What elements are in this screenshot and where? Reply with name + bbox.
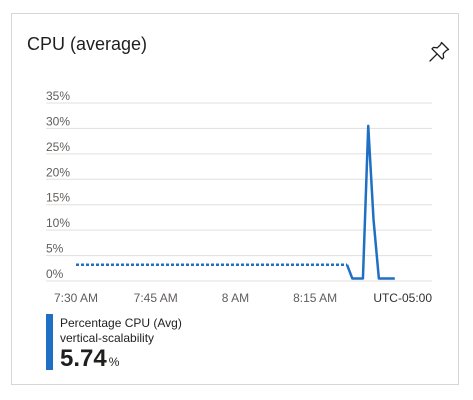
legend-resource-name: vertical-scalability [60,331,155,345]
legend-series-name: Percentage CPU (Avg) [60,316,182,330]
timezone-label: UTC-05:00 [373,291,432,305]
pin-icon[interactable] [427,40,451,64]
legend-value-number: 5.74 [60,345,107,372]
x-tick-labels: 7:30 AM 7:45 AM 8 AM 8:15 AM UTC-05:00 [54,291,432,305]
y-tick-label: 0% [46,267,64,281]
y-tick-label: 20% [46,165,70,179]
chart-title: CPU (average) [27,34,148,54]
y-tick-labels: 0% 5% 10% 15% 20% 25% 30% 35% [46,89,70,281]
chart-series [76,124,395,280]
x-tick-label: 7:45 AM [134,291,178,305]
legend-value-unit: % [108,355,120,369]
legend-color-swatch [46,314,53,370]
y-tick-label: 15% [46,191,70,205]
x-tick-label: 8 AM [222,291,249,305]
y-tick-label: 10% [46,216,70,230]
legend-value: 5.74% [60,345,119,373]
line-chart: 0% 5% 10% 15% 20% 25% 30% 35% 7:30 AM 7:45 AM 8 A… [46,89,432,305]
chart-grid [46,102,432,282]
series-line [345,124,395,280]
y-tick-label: 30% [46,114,70,128]
y-tick-label: 5% [46,242,64,256]
cpu-chart-card[interactable]: CPU (average) 0% 5% 10% 15% 20% 25% 30% 35% 7:3… [11,13,459,385]
x-tick-label: 8:15 AM [293,291,337,305]
y-tick-label: 35% [46,89,70,103]
y-tick-label: 25% [46,140,70,154]
x-tick-label: 7:30 AM [54,291,98,305]
